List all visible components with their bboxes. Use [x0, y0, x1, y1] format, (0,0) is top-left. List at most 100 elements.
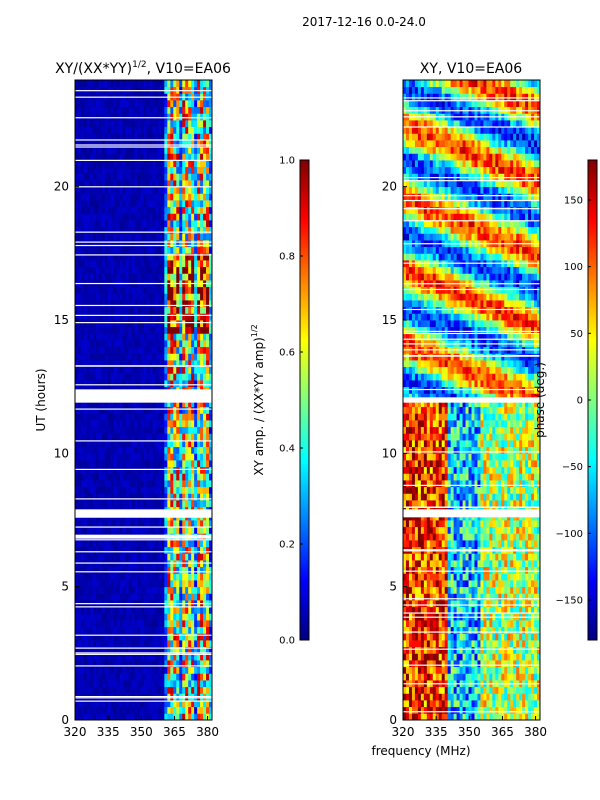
heatmap-cell: [83, 566, 88, 574]
heatmap-cell: [185, 80, 189, 88]
heatmap-cell: [200, 446, 204, 454]
heatmap-cell: [77, 713, 82, 721]
heatmap-cell: [128, 546, 132, 554]
heatmap-cell: [110, 120, 115, 128]
heatmap-cell: [125, 640, 130, 648]
heatmap-cell: [209, 306, 213, 314]
heatmap-cell: [134, 293, 138, 301]
flag-line: [75, 146, 212, 148]
heatmap-cell: [89, 653, 94, 661]
heatmap-cell: [504, 660, 508, 668]
heatmap-cell: [179, 700, 183, 708]
heatmap-cell: [131, 126, 135, 134]
heatmap-cell: [167, 206, 171, 214]
heatmap-cell: [200, 226, 204, 234]
heatmap-cell: [143, 200, 147, 208]
heatmap-cell: [209, 620, 213, 628]
heatmap-cell: [206, 680, 210, 688]
heatmap-cell: [438, 653, 443, 661]
heatmap-cell: [158, 333, 162, 341]
heatmap-cell: [182, 700, 186, 708]
heatmap-cell: [188, 406, 192, 414]
heatmap-cell: [107, 426, 112, 434]
heatmap-cell: [438, 706, 443, 714]
heatmap-cell: [185, 400, 189, 408]
heatmap-cell: [125, 466, 130, 474]
heatmap-cell: [489, 693, 493, 701]
heatmap-cell: [122, 606, 127, 614]
heatmap-cell: [206, 120, 210, 128]
heatmap-cell: [134, 520, 138, 528]
heatmap-cell: [86, 433, 91, 441]
heatmap-cell: [170, 186, 174, 194]
heatmap-cell: [158, 113, 162, 121]
heatmap-cell: [203, 486, 207, 494]
heatmap-cell: [194, 580, 198, 588]
heatmap-cell: [128, 713, 132, 721]
heatmap-cell: [173, 373, 177, 381]
heatmap-cell: [161, 526, 165, 534]
heatmap-cell: [116, 413, 121, 421]
heatmap-cell: [146, 420, 150, 428]
heatmap-cell: [89, 593, 94, 601]
heatmap-cell: [197, 686, 201, 694]
heatmap-cell: [131, 306, 135, 314]
heatmap-cell: [89, 500, 94, 508]
heatmap-cell: [179, 220, 183, 228]
heatmap-cell: [167, 493, 171, 501]
heatmap-cell: [122, 500, 127, 508]
heatmap-cell: [197, 333, 201, 341]
heatmap-cell: [176, 200, 180, 208]
heatmap-cell: [510, 713, 514, 721]
heatmap-cell: [75, 700, 79, 708]
heatmap-cell: [191, 706, 195, 714]
heatmap-cell: [188, 426, 192, 434]
colorbar-label: XY amp. / (XX*YY amp)1/2: [250, 324, 266, 475]
heatmap-cell: [137, 126, 141, 134]
heatmap-cell: [426, 660, 431, 668]
heatmap-cell: [155, 493, 159, 501]
heatmap-cell: [420, 666, 425, 674]
heatmap-cell: [495, 686, 499, 694]
heatmap-cell: [75, 246, 79, 254]
heatmap-cell: [89, 233, 94, 241]
heatmap-cell: [110, 620, 115, 628]
heatmap-cell: [110, 326, 115, 334]
heatmap-cell: [104, 140, 109, 148]
heatmap-cell: [185, 686, 189, 694]
heatmap-cell: [489, 706, 493, 714]
heatmap-cell: [203, 426, 207, 434]
heatmap-cell: [77, 453, 82, 461]
heatmap-cell: [206, 320, 210, 328]
heatmap-cell: [194, 646, 198, 654]
heatmap-cell: [140, 186, 144, 194]
heatmap-cell: [107, 400, 112, 408]
heatmap-cell: [176, 166, 180, 174]
heatmap-cell: [182, 626, 186, 634]
heatmap-cell: [158, 186, 162, 194]
heatmap-cell: [182, 153, 186, 161]
heatmap-cell: [173, 166, 177, 174]
heatmap-cell: [185, 666, 189, 674]
heatmap-cell: [140, 500, 144, 508]
heatmap-cell: [179, 333, 183, 341]
heatmap-cell: [206, 213, 210, 221]
heatmap-cell: [203, 553, 207, 561]
heatmap-cell: [89, 266, 94, 274]
heatmap-cell: [197, 200, 201, 208]
heatmap-cell: [119, 466, 124, 474]
heatmap-cell: [158, 713, 162, 721]
heatmap-cell: [200, 466, 204, 474]
heatmap-cell: [495, 693, 499, 701]
heatmap-cell: [164, 426, 168, 434]
heatmap-cell: [128, 573, 132, 581]
heatmap-cell: [98, 273, 103, 281]
heatmap-cell: [101, 273, 106, 281]
heatmap-cell: [197, 626, 201, 634]
heatmap-cell: [134, 653, 138, 661]
heatmap-cell: [534, 666, 538, 674]
heatmap-cell: [197, 413, 201, 421]
heatmap-cell: [107, 166, 112, 174]
heatmap-cell: [143, 346, 147, 354]
heatmap-cell: [161, 586, 165, 594]
